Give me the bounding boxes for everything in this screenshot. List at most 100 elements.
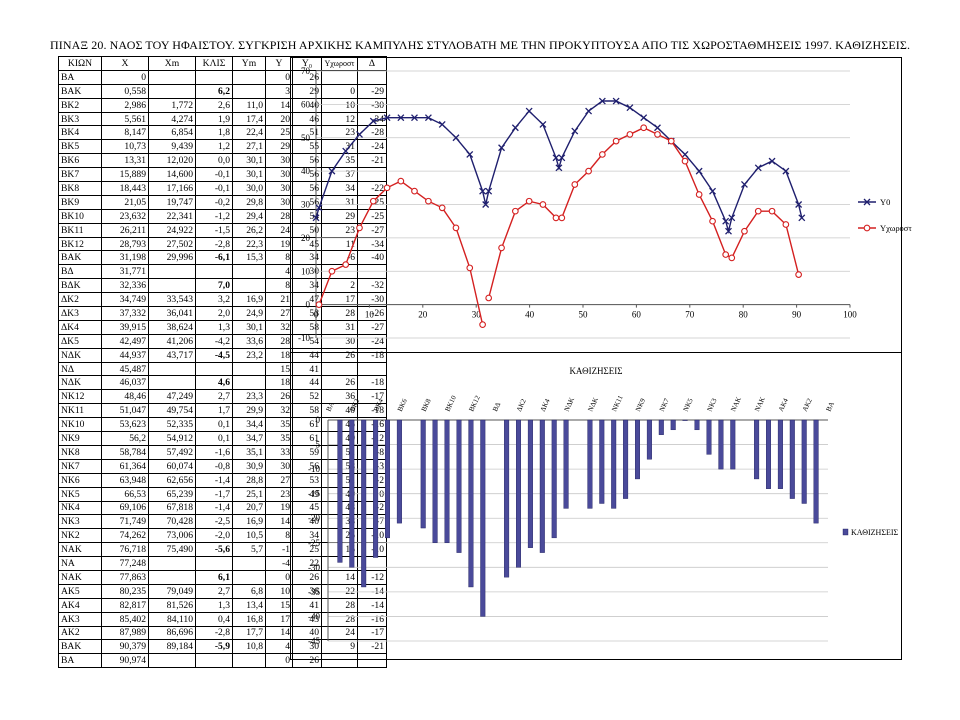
table-header-cell: ΚΛΙΣ xyxy=(195,56,233,71)
table-cell: ΒΑ xyxy=(58,653,102,669)
table-cell: ΒΔΚ xyxy=(58,278,102,294)
table-cell: -1,6 xyxy=(195,444,233,460)
table-cell: 73,006 xyxy=(148,528,196,544)
table-cell xyxy=(148,264,196,280)
table-cell xyxy=(232,69,266,85)
table-cell: 18,443 xyxy=(101,181,149,196)
table-cell: -0,2 xyxy=(195,194,233,210)
table-cell: 30,1 xyxy=(232,319,266,335)
table-cell: ΒΚ8 xyxy=(58,181,102,196)
table-row: ΒΑΚ 90,379 89,184 -5,9 10,8 4 30 9 -21 xyxy=(58,639,387,655)
table-cell: ΒΚ2 xyxy=(58,97,102,113)
table-cell: 90,379 xyxy=(101,639,149,655)
table-cell: -5,9 xyxy=(195,639,233,655)
table-cell: 6,1 xyxy=(195,569,233,585)
table-cell: ΝΚ2 xyxy=(58,528,102,544)
table-cell: 36,041 xyxy=(148,306,196,321)
table-cell: 34,749 xyxy=(101,292,149,308)
table-cell xyxy=(195,653,233,669)
table-cell: 61,364 xyxy=(101,458,149,474)
table-cell: 51,047 xyxy=(101,403,149,419)
table-cell: 66,53 xyxy=(101,486,149,502)
table-cell: 4 xyxy=(265,639,293,655)
table-cell: 30,9 xyxy=(232,458,266,474)
table-cell: 8 xyxy=(265,250,293,266)
table-cell: 89,184 xyxy=(148,639,196,655)
table-cell: -2,8 xyxy=(195,625,233,641)
table-cell xyxy=(148,653,196,669)
table-cell: ΔΚ5 xyxy=(58,333,102,349)
table-cell: 30 xyxy=(265,153,293,169)
table-cell: ΒΚ3 xyxy=(58,111,102,127)
table-cell: 17,166 xyxy=(148,181,196,196)
table-cell: ΑΚ3 xyxy=(58,611,102,627)
table-cell: 4,6 xyxy=(195,375,233,391)
table-header-cell: ΚΙΩΝ xyxy=(58,56,102,71)
table-cell: 32 xyxy=(265,319,293,335)
table-cell: 87,989 xyxy=(101,625,149,641)
table-cell: 28,793 xyxy=(101,236,149,252)
table-cell: 45,487 xyxy=(101,361,149,377)
table-cell: ΝΚ5 xyxy=(58,486,102,502)
table-cell: 29,996 xyxy=(148,250,196,266)
table-cell: ΝΚ3 xyxy=(58,514,102,530)
table-cell: 26 xyxy=(265,389,293,405)
table-cell: 23 xyxy=(265,486,293,502)
table-cell: 57,492 xyxy=(148,444,196,460)
table-cell: ΝΚ7 xyxy=(58,458,102,474)
table-cell: 20,7 xyxy=(232,500,266,516)
charts-divider xyxy=(290,352,902,353)
table-cell: 15,889 xyxy=(101,167,149,183)
table-cell: 6,854 xyxy=(148,125,196,141)
table-cell: 8 xyxy=(265,278,293,294)
charts-frame xyxy=(290,57,902,660)
table-cell: 49,754 xyxy=(148,403,196,419)
table-cell: ΝΔΚ xyxy=(58,375,102,391)
table-cell: 16,8 xyxy=(232,611,266,627)
table-cell: 90,974 xyxy=(101,653,149,669)
table-cell: 76,718 xyxy=(101,542,149,558)
table-cell: 33 xyxy=(265,444,293,460)
table-cell: 27,1 xyxy=(232,139,266,155)
table-cell: 75,490 xyxy=(148,542,196,558)
table-cell: 1,2 xyxy=(195,139,233,155)
table-cell: 13,31 xyxy=(101,153,149,169)
table-cell: 2,7 xyxy=(195,583,233,599)
table-cell: ΝΚ6 xyxy=(58,472,102,488)
table-cell: ΑΚ2 xyxy=(58,625,102,641)
table-cell: 15 xyxy=(265,361,293,377)
table-cell: ΒΚ4 xyxy=(58,125,102,141)
table-cell: -4,5 xyxy=(195,347,233,363)
table-cell: ΝΚ4 xyxy=(58,500,102,516)
table-cell: 29,4 xyxy=(232,208,266,224)
table-cell: 31,771 xyxy=(101,264,149,280)
table-cell: -2,8 xyxy=(195,236,233,252)
table-cell: 32,336 xyxy=(101,278,149,294)
table-cell: 0 xyxy=(265,569,293,585)
table-row: ΒΚ7 15,889 14,600 -0,1 30,1 30 56 37 xyxy=(58,167,387,183)
table-cell xyxy=(148,361,196,377)
table-cell: 77,863 xyxy=(101,569,149,585)
table-cell xyxy=(232,361,266,377)
table-cell xyxy=(357,653,387,669)
table-row: ΝΔΚ 44,937 43,717 -4,5 23,2 18 44 26 -18 xyxy=(58,347,387,363)
table-cell: ΒΚ12 xyxy=(58,236,102,252)
table-cell: ΒΑΚ xyxy=(58,250,102,266)
table-cell: 0,1 xyxy=(195,417,233,433)
table-cell: 6,2 xyxy=(195,83,233,99)
table-cell: 71,749 xyxy=(101,514,149,530)
table-cell: 10 xyxy=(265,583,293,599)
table-cell: 39,915 xyxy=(101,319,149,335)
table-cell: 30 xyxy=(265,458,293,474)
table-cell: ΑΚ4 xyxy=(58,597,102,613)
table-cell: 22,4 xyxy=(232,125,266,141)
table-cell: 0,4 xyxy=(195,611,233,627)
table-cell: ΝΔ xyxy=(58,361,102,377)
table-row: ΝΚ6 63,948 62,656 -1,4 28,8 27 53 51 -2 xyxy=(58,472,387,488)
table-cell: 30,1 xyxy=(232,167,266,183)
table-header-row: ΚΙΩΝ X Xm ΚΛΙΣ Ym Y Y₀ Yχωροστ Δ xyxy=(58,56,387,71)
table-cell: 15 xyxy=(265,597,293,613)
table-cell: 9,439 xyxy=(148,139,196,155)
table-cell: 0 xyxy=(265,69,293,85)
table-cell: 14,600 xyxy=(148,167,196,183)
